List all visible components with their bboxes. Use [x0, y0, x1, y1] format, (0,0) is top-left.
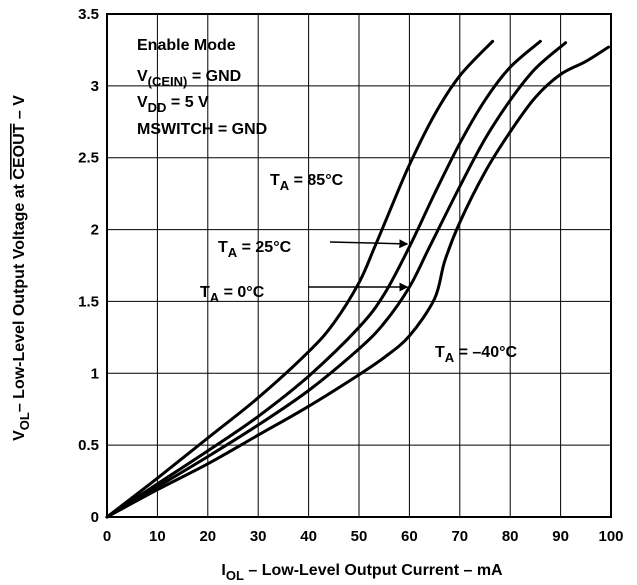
y-tick-label: 2	[91, 222, 99, 239]
x-tick-label: 60	[401, 528, 418, 545]
x-tick-label: 50	[351, 528, 368, 545]
curve-0c	[105, 41, 568, 519]
x-tick-label: 10	[149, 528, 166, 545]
curve-minus40c	[105, 45, 610, 519]
condition-text-3: VDD = 5 V	[137, 94, 209, 115]
label-minus40c: TA = –40°C	[435, 344, 518, 365]
y-tick-label: 1.5	[78, 293, 99, 310]
x-tick-label: 0	[103, 528, 111, 545]
condition-text-4: MSWITCH = GND	[137, 121, 267, 138]
y-tick-label: 2.5	[78, 150, 99, 167]
y-tick-label: 0	[91, 509, 99, 526]
condition-text-1: Enable Mode	[137, 37, 236, 54]
arrow-25c	[329, 239, 409, 249]
x-tick-label: 80	[502, 528, 519, 545]
plot-frame	[106, 13, 612, 518]
label-25c: TA = 25°C	[218, 239, 292, 260]
y-axis-label: VOL– Low-Level Output Voltage at CEOUT –…	[11, 95, 32, 441]
series-labels: TA = 85°C TA = 25°C TA = 0°C TA = –40°C	[200, 172, 518, 365]
y-axis-ticks: 0 0.5 1 1.5 2 2.5 3 3.5	[78, 6, 99, 526]
x-tick-label: 100	[598, 528, 623, 545]
label-85c: TA = 85°C	[270, 172, 344, 193]
curve-85c	[105, 39, 495, 519]
y-tick-label: 1	[91, 365, 99, 382]
curves	[105, 39, 610, 519]
y-tick-label: 3.5	[78, 6, 99, 23]
grid	[107, 14, 611, 517]
x-tick-label: 90	[552, 528, 569, 545]
condition-text-2: V(CEIN) = GND	[137, 68, 241, 89]
x-tick-label: 70	[451, 528, 468, 545]
y-tick-label: 0.5	[78, 437, 99, 454]
test-conditions: Enable Mode V(CEIN) = GND VDD = 5 V MSWITCH…	[137, 37, 267, 138]
x-axis-label: IOL – Low-Level Output Current – mA	[221, 562, 503, 583]
curve-25c	[105, 39, 542, 519]
x-axis-ticks: 0 10 20 30 40 50 60 70 80 90 100	[103, 528, 624, 545]
y-tick-label: 3	[91, 78, 99, 95]
x-tick-label: 40	[300, 528, 317, 545]
x-tick-label: 20	[199, 528, 216, 545]
x-tick-label: 30	[250, 528, 267, 545]
label-0c: TA = 0°C	[200, 284, 265, 305]
